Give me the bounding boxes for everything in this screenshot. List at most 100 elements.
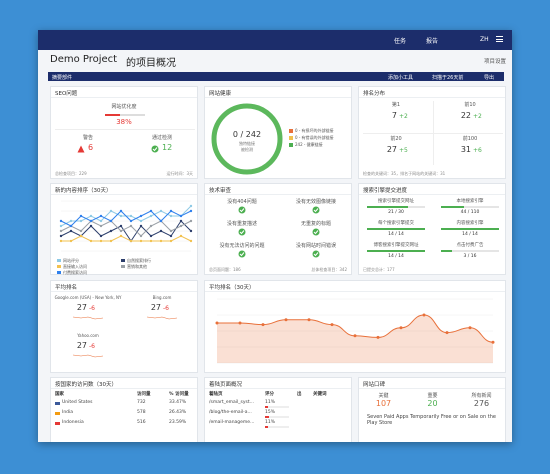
point	[89, 224, 93, 228]
tech-item: 没有无效图像链接	[295, 199, 336, 205]
rank-value: 31	[460, 145, 471, 154]
summary-button[interactable]: 摘要部件	[52, 74, 73, 81]
point	[468, 326, 472, 330]
card-title: 新的内容排序（30天）	[55, 188, 112, 194]
score-bar	[265, 426, 268, 428]
rank-change: +5	[399, 147, 408, 154]
seo-bar	[105, 114, 121, 116]
engine-name: Yahoo.com	[77, 333, 99, 338]
legend-label: 自然搜索排行	[127, 258, 151, 263]
point	[119, 214, 123, 218]
dashboard-panel: 任务 报告 ZH Demo Project 的项目概况 项目设置 摘要部件 添加小工具 扫描于2…	[38, 30, 512, 442]
tech-item: 无重复的标题	[300, 221, 331, 227]
project-settings[interactable]: 项目设置	[484, 59, 507, 65]
check-mark	[313, 252, 319, 257]
scan-info[interactable]: 扫描于26天前	[432, 74, 464, 81]
point	[59, 229, 63, 233]
point	[139, 234, 143, 238]
submit-bar	[441, 228, 499, 230]
card-divider	[359, 194, 505, 195]
flag	[55, 402, 60, 405]
point	[169, 234, 173, 238]
point	[139, 219, 143, 223]
top-nav: 任务 报告 ZH	[38, 30, 512, 50]
point	[189, 239, 193, 243]
point	[59, 234, 63, 238]
point	[169, 209, 173, 213]
table-header: % 访问量	[169, 392, 189, 397]
point	[149, 209, 153, 213]
add-widget[interactable]: 添加小工具	[388, 74, 414, 81]
sparkline-path	[73, 316, 103, 320]
point	[179, 214, 183, 218]
card-divider	[205, 194, 351, 195]
submission-footer: 已提交总计：177	[363, 267, 395, 272]
point	[491, 340, 495, 344]
rank-change: +2	[399, 113, 408, 120]
submit-bar	[367, 206, 408, 208]
point	[307, 318, 311, 322]
point	[69, 224, 73, 228]
submit-text: 14 / 14	[388, 232, 404, 237]
card: 新的内容排序（30天） 网站评分 自然搜索排行 直接输入访问 营销和其他 付费搜索访问	[50, 183, 198, 275]
export-button[interactable]: 导出	[484, 74, 495, 81]
point	[422, 313, 426, 317]
card: 网站健康 0 / 242 独特链接 被检测 0 - 有损坏的外部链接 0 - 有错误的外部…	[204, 86, 352, 179]
rank-label: 第1	[391, 102, 401, 108]
flag	[55, 422, 60, 425]
check-icon	[238, 228, 246, 236]
area-chart	[215, 298, 495, 364]
point	[89, 214, 93, 218]
point	[159, 229, 163, 233]
check-circle	[312, 250, 320, 258]
warn-triangle	[77, 145, 85, 153]
point	[149, 214, 153, 218]
legend-label: 直接输入访问	[63, 264, 87, 269]
engine-value: 27	[150, 303, 161, 312]
warn-icon	[77, 145, 85, 153]
legend-swatch	[121, 265, 125, 268]
ranking-footer: 检查的关键词：35，排名于网站的关键词：31	[363, 171, 446, 176]
submit-text: 21 / 30	[388, 210, 404, 215]
reputation-value: 276	[473, 399, 490, 408]
submit-label: 内容搜索引擎	[456, 221, 484, 226]
point	[179, 224, 183, 228]
submit-label: 搜索引擎提交网址	[378, 199, 414, 204]
card-title: 搜索引擎提交进度	[363, 188, 408, 194]
check-icon	[312, 250, 320, 258]
point	[79, 229, 83, 233]
table-header: 关键词	[313, 392, 327, 397]
card: 平均排名 Google.com (USA) - New York, NY 27 -6 B…	[50, 280, 198, 373]
point	[159, 209, 163, 213]
check-mark	[313, 230, 319, 235]
passed-label: 通过检测	[151, 135, 172, 141]
nav-lang[interactable]: ZH	[480, 36, 489, 43]
menu-mid	[496, 38, 503, 40]
check-icon	[312, 206, 320, 214]
submit-text: 3 / 16	[463, 254, 477, 259]
card-title: 平均排名（30天）	[209, 285, 255, 291]
point	[149, 239, 153, 243]
check-icon	[312, 228, 320, 236]
rank-label: 前10	[464, 102, 476, 108]
check-mark	[239, 230, 245, 235]
card: 按国家的访问数（30天） 国家 访问量 % 访问量 United States 732 33…	[50, 377, 198, 442]
submit-bar	[441, 250, 452, 252]
point	[109, 209, 113, 213]
point	[169, 239, 173, 243]
nav-reports[interactable]: 报告	[426, 38, 439, 45]
seo-footer-left: 总检查项目：229	[55, 171, 87, 176]
point	[139, 214, 143, 218]
nav-tasks[interactable]: 任务	[394, 38, 407, 45]
legend-swatch	[57, 271, 61, 274]
engine-value: 27	[76, 341, 87, 350]
card: 搜索引擎提交进度 搜索引擎提交网址 21 / 30 本地搜索引擎 44 / 110 每个搜…	[358, 183, 506, 275]
check-circle	[238, 206, 246, 214]
menu-icon[interactable]	[496, 36, 503, 42]
sparkline	[73, 354, 103, 358]
point	[99, 234, 103, 238]
card-title: 排名分布	[363, 91, 386, 97]
card-title: 着陆页面概况	[209, 382, 243, 388]
card: SEO问题 网站优化度 38% 警告 6 通过检测 12 总检查项目：229 运行时间：3天	[50, 86, 198, 179]
table-header: 访问量	[137, 392, 151, 397]
